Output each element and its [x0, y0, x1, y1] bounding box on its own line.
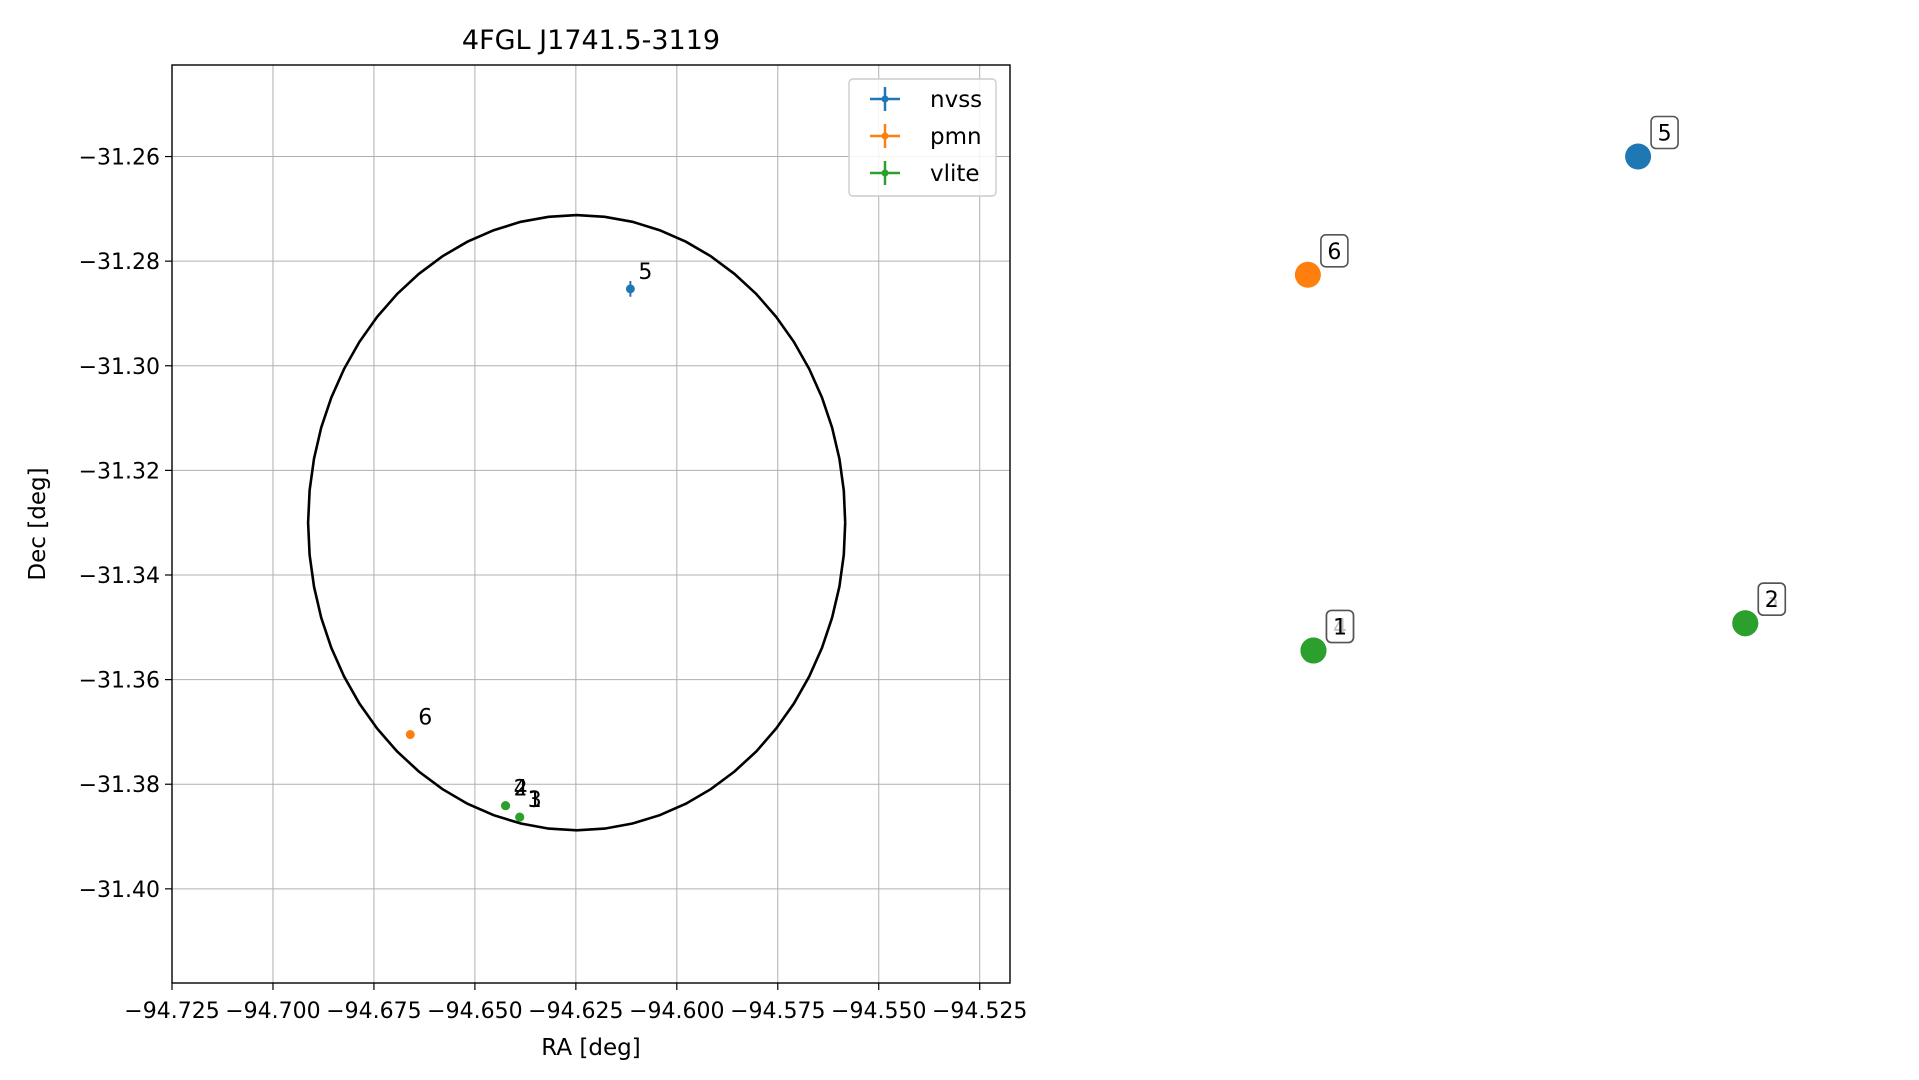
x-tick-label: −94.675 [326, 999, 421, 1024]
y-tick-label: −31.26 [79, 146, 160, 171]
legend-label: nvss [930, 87, 982, 113]
panel-point-group: 5 [1625, 115, 1679, 170]
legend-entry-vlite: vlite [870, 161, 980, 187]
panel-point [1625, 143, 1652, 170]
panel-point-group: 1 [1300, 609, 1355, 664]
panel-label-box [1650, 115, 1679, 150]
panel-point [1294, 261, 1321, 288]
x-tick-label: −94.525 [932, 999, 1027, 1024]
legend-marker-dot [881, 169, 889, 177]
panel-point [1732, 610, 1759, 637]
localization-ellipse-group [306, 213, 847, 832]
y-tick-label: −31.34 [79, 564, 160, 589]
y-axis-label: Dec [deg] [25, 467, 51, 580]
panel-point-group: 2 [1732, 582, 1787, 637]
panel-label-box [1320, 234, 1349, 268]
panel-label-box [1757, 582, 1787, 617]
x-tick-label: −94.600 [629, 999, 724, 1024]
x-tick-label: −94.725 [124, 999, 219, 1024]
legend-entry-nvss: nvss [870, 87, 982, 113]
point-nvss [625, 284, 635, 294]
point-label: 2 [514, 777, 528, 802]
x-tick-label: −94.550 [831, 999, 926, 1024]
y-tick-label: −31.28 [79, 250, 160, 275]
legend-marker-dot [881, 95, 889, 103]
legend: nvss pmn vlite [848, 78, 997, 197]
y-tick-label: −31.36 [79, 669, 160, 694]
panel-point-group: 6 [1294, 234, 1349, 288]
x-tick-label: −94.700 [225, 999, 320, 1024]
legend-label: pmn [930, 124, 982, 150]
right-panel-scatter: 564132 [1294, 115, 1787, 664]
panel-label-box [1325, 609, 1355, 644]
point-label: 4 [514, 777, 528, 802]
legend-marker-dot [881, 132, 889, 140]
grid [171, 65, 1010, 983]
chart-title: 4FGL J1741.5-3119 [462, 25, 720, 56]
y-tick-label: −31.32 [79, 459, 160, 484]
panel-point [1300, 637, 1327, 664]
y-tick-label: −31.38 [79, 773, 160, 798]
y-ticks: −31.26 −31.28 −31.30 −31.32 −31.34 −31.36 −31.… [79, 146, 172, 903]
y-tick-label: −31.30 [79, 355, 160, 380]
point-label: 6 [418, 706, 432, 731]
panel-label: 5 [1658, 122, 1672, 147]
x-tick-label: −94.625 [528, 999, 623, 1024]
panel-label: 1 [1333, 616, 1347, 641]
point-label: 3 [528, 788, 542, 813]
legend-entry-pmn: pmn [870, 124, 982, 150]
axes-frame [171, 64, 1011, 984]
localization-ellipse [306, 213, 847, 832]
x-tick-label: −94.575 [730, 999, 825, 1024]
point-vlite [515, 812, 525, 822]
y-tick-label: −31.40 [79, 878, 160, 903]
point-pmn [405, 730, 415, 740]
panel-label: 6 [1327, 240, 1341, 265]
x-tick-label: −94.650 [427, 999, 522, 1024]
point-label: 5 [638, 260, 652, 285]
legend-label: vlite [930, 161, 980, 187]
panel-label: 2 [1765, 588, 1779, 613]
point-vlite [501, 801, 511, 811]
x-axis-label: RA [deg] [541, 1035, 640, 1061]
data-points: 5 6 42 13 [405, 260, 652, 822]
x-ticks: −94.725 −94.700 −94.675 −94.650 −94.625 −94.6… [124, 983, 1027, 1024]
point-label: 1 [528, 788, 542, 813]
